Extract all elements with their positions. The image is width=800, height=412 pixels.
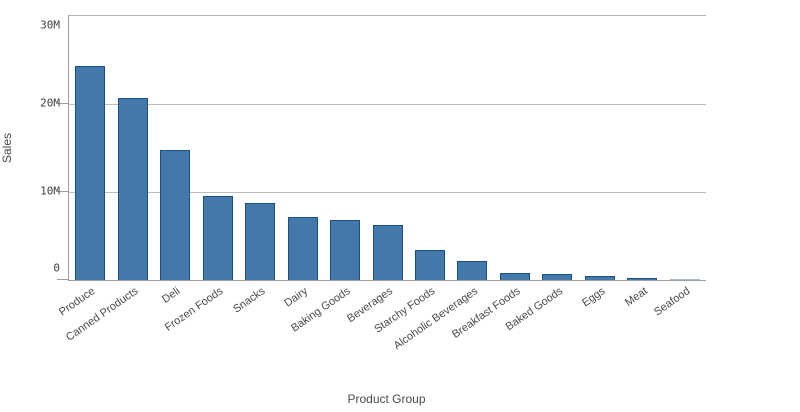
bar-canned-products[interactable]: [117, 98, 148, 280]
bar-produce[interactable]: [75, 66, 106, 280]
y-tick-label-0m: 0: [53, 261, 60, 275]
bar-deli[interactable]: [160, 150, 191, 280]
x-tick-label-eggs[interactable]: Eggs: [579, 285, 608, 310]
x-tick-label-deli[interactable]: Deli: [160, 285, 183, 306]
bar-breakfast-foods[interactable]: [499, 273, 530, 280]
y-tick-mark-20m: [57, 103, 68, 104]
bar-frozen-foods[interactable]: [202, 196, 233, 280]
bar-snacks[interactable]: [245, 203, 276, 280]
x-tick-label-snacks[interactable]: Snacks: [231, 285, 268, 316]
bar-beverages[interactable]: [372, 225, 403, 280]
bar-eggs[interactable]: [584, 276, 615, 280]
y-tick-mark-10m: [57, 191, 68, 192]
gridline-10m: [69, 192, 706, 193]
y-tick-label-30m: 30M: [40, 18, 60, 32]
x-tick-label-seafood[interactable]: Seafood: [651, 285, 693, 319]
bar-baking-goods[interactable]: [330, 220, 361, 280]
bar-meat[interactable]: [627, 278, 658, 280]
bar-baked-goods[interactable]: [542, 274, 573, 280]
y-tick-label-20m: 20M: [40, 96, 60, 110]
gridline-20m: [69, 104, 706, 105]
bar-dairy[interactable]: [287, 217, 318, 280]
y-tick-mark-0m: [57, 279, 68, 280]
bar-alcoholic-beverages[interactable]: [457, 261, 488, 280]
bar-starchy-foods[interactable]: [414, 250, 445, 280]
y-tick-label-10m: 10M: [40, 184, 60, 198]
plot-area: [68, 15, 706, 281]
y-axis-title: Sales: [0, 132, 14, 164]
x-tick-label-dairy[interactable]: Dairy: [282, 285, 311, 310]
bar-seafood[interactable]: [669, 279, 700, 280]
x-tick-label-meat[interactable]: Meat: [622, 285, 650, 309]
x-axis-title: Product Group: [347, 392, 426, 406]
